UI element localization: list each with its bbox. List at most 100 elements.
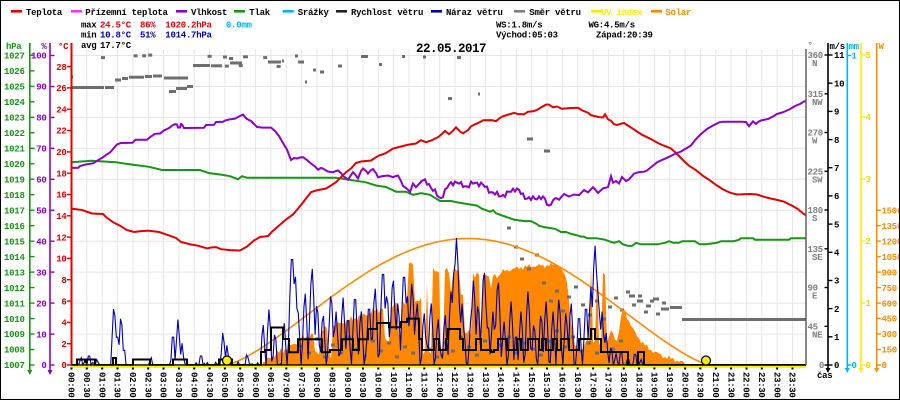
svg-text:1027: 1027 — [4, 52, 25, 62]
svg-text:60: 60 — [36, 176, 46, 186]
svg-text:9: 9 — [834, 108, 839, 118]
svg-text:225: 225 — [808, 167, 823, 177]
svg-text:1019: 1019 — [4, 175, 25, 185]
svg-text:24: 24 — [56, 105, 67, 115]
svg-text:20:30: 20:30 — [695, 372, 705, 398]
svg-text:11: 11 — [834, 51, 845, 61]
svg-text:13:00: 13:00 — [465, 372, 475, 398]
svg-text:Západ:20:39: Západ:20:39 — [596, 31, 653, 41]
svg-text:21:30: 21:30 — [725, 372, 735, 398]
svg-text:17:00: 17:00 — [587, 372, 597, 398]
svg-text:150: 150 — [882, 346, 897, 356]
svg-text:1015: 1015 — [4, 237, 25, 247]
svg-text:W: W — [879, 42, 885, 52]
svg-text:51%: 51% — [140, 31, 156, 41]
svg-text:1026: 1026 — [4, 67, 25, 77]
svg-text:1020.2hPa: 1020.2hPa — [165, 20, 212, 30]
svg-text:600: 600 — [882, 299, 897, 309]
svg-text:11:00: 11:00 — [403, 372, 413, 398]
svg-text:70: 70 — [36, 145, 46, 155]
svg-text:18:00: 18:00 — [618, 372, 628, 398]
svg-text:1018: 1018 — [4, 191, 25, 201]
svg-text:10: 10 — [56, 255, 66, 265]
svg-text:6: 6 — [61, 297, 66, 307]
svg-text:°C: °C — [58, 42, 69, 52]
svg-text:Srážky: Srážky — [298, 8, 330, 18]
svg-text:čas: čas — [817, 371, 832, 381]
svg-text:1020: 1020 — [4, 160, 25, 170]
svg-text:17.7°C: 17.7°C — [100, 41, 132, 51]
svg-text:5: 5 — [834, 220, 839, 230]
svg-text:Náraz větru: Náraz větru — [446, 8, 503, 18]
svg-text:09:00: 09:00 — [342, 372, 352, 398]
svg-text:180: 180 — [808, 206, 823, 216]
svg-text:16: 16 — [56, 191, 66, 201]
svg-text:24.5°C: 24.5°C — [100, 20, 132, 30]
svg-text:SW: SW — [812, 175, 823, 185]
svg-text:23:00: 23:00 — [771, 372, 781, 398]
svg-text:28: 28 — [56, 63, 66, 73]
svg-text:Směr větru: Směr větru — [529, 8, 581, 18]
svg-text:1017: 1017 — [4, 206, 25, 216]
svg-text:20: 20 — [56, 148, 66, 158]
svg-text:05:30: 05:30 — [234, 372, 244, 398]
svg-text:Teplota: Teplota — [26, 8, 63, 18]
svg-text:80: 80 — [36, 114, 46, 124]
svg-text:WG:4.5m/s: WG:4.5m/s — [589, 20, 635, 30]
svg-text:08:30: 08:30 — [327, 372, 337, 398]
svg-text:12: 12 — [56, 233, 66, 243]
svg-text:14:30: 14:30 — [511, 372, 521, 398]
svg-text:40: 40 — [36, 237, 46, 247]
svg-text:0: 0 — [819, 361, 824, 371]
svg-text:03:30: 03:30 — [173, 372, 183, 398]
svg-text:min: min — [81, 31, 96, 41]
svg-text:3: 3 — [866, 175, 871, 185]
svg-text:13:30: 13:30 — [480, 372, 490, 398]
svg-text:18: 18 — [56, 169, 66, 179]
svg-text:2: 2 — [866, 237, 871, 247]
svg-text:45: 45 — [808, 322, 818, 332]
svg-text:2: 2 — [834, 305, 839, 315]
svg-text:100: 100 — [31, 52, 46, 62]
svg-text:1014.7hPa: 1014.7hPa — [165, 31, 212, 41]
svg-text:50: 50 — [36, 206, 46, 216]
svg-text:Solar: Solar — [665, 8, 691, 18]
svg-text:1007: 1007 — [4, 361, 25, 371]
svg-text:17:30: 17:30 — [603, 372, 613, 398]
svg-text:22:30: 22:30 — [756, 372, 766, 398]
svg-text:15:30: 15:30 — [541, 372, 551, 398]
svg-text:00:30: 00:30 — [81, 372, 91, 398]
svg-text:16:00: 16:00 — [557, 372, 567, 398]
svg-text:1350: 1350 — [882, 222, 900, 232]
svg-text:02:30: 02:30 — [142, 372, 152, 398]
svg-text:1016: 1016 — [4, 222, 25, 232]
svg-text:22:00: 22:00 — [741, 372, 751, 398]
svg-text:19:00: 19:00 — [649, 372, 659, 398]
svg-text:8: 8 — [61, 276, 66, 286]
svg-text:1008: 1008 — [4, 346, 25, 356]
svg-text:avg: avg — [81, 41, 96, 51]
svg-text:22.05.2017: 22.05.2017 — [416, 42, 486, 56]
svg-text:UV index: UV index — [601, 8, 643, 18]
svg-text:4: 4 — [866, 113, 872, 123]
svg-text:450: 450 — [882, 315, 897, 325]
svg-text:10.8°C: 10.8°C — [100, 31, 132, 41]
svg-text:18:30: 18:30 — [633, 372, 643, 398]
svg-text:3: 3 — [834, 277, 839, 287]
svg-text:90: 90 — [808, 284, 818, 294]
svg-text:Přízemní teplota: Přízemní teplota — [85, 8, 168, 18]
svg-text:09:30: 09:30 — [357, 372, 367, 398]
svg-text:135: 135 — [808, 245, 823, 255]
svg-text:mm: mm — [849, 42, 860, 52]
svg-text:1021: 1021 — [4, 144, 25, 154]
svg-text:S: S — [812, 214, 818, 224]
svg-text:04:30: 04:30 — [204, 372, 214, 398]
svg-text:0: 0 — [882, 361, 887, 371]
svg-text:1010: 1010 — [4, 315, 25, 325]
svg-text:10: 10 — [834, 79, 844, 89]
svg-text:E: E — [812, 292, 818, 302]
svg-text:12:30: 12:30 — [449, 372, 459, 398]
svg-text:15:00: 15:00 — [526, 372, 536, 398]
svg-text:1: 1 — [834, 333, 840, 343]
